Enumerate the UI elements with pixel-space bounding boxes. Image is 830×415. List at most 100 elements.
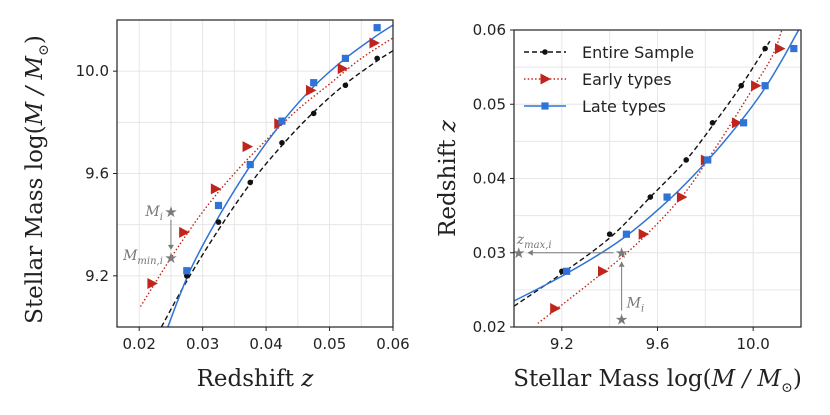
all-point xyxy=(374,55,380,62)
left-fit-curves xyxy=(139,24,393,327)
mi-star-right: ★ xyxy=(615,311,628,329)
late-point xyxy=(563,267,571,275)
late-fit-line xyxy=(167,24,393,327)
all-fit-line xyxy=(160,50,393,327)
legend-label-all: Entire Sample xyxy=(582,43,694,62)
x-tick-label: 0.05 xyxy=(313,335,346,353)
y-tick-label: 0.02 xyxy=(473,318,506,336)
early-point xyxy=(210,183,222,195)
early-point xyxy=(597,265,609,277)
late-point xyxy=(790,44,798,53)
legend-label-late: Late types xyxy=(582,97,666,116)
left-y-axis-label: Stellar Mass log(M / M⊙) xyxy=(22,35,52,324)
y-tick-label: 0.03 xyxy=(473,244,506,262)
mi-label: Mi xyxy=(144,204,163,223)
early-fit-line xyxy=(537,30,783,324)
all-point xyxy=(709,120,716,126)
legend-label-early: Early types xyxy=(582,70,672,89)
late-point xyxy=(341,54,350,62)
all-point xyxy=(606,231,613,237)
mmin-label: Mmin,i xyxy=(122,248,163,267)
y-tick-label: 9.6 xyxy=(85,165,109,183)
mmin-label-sub: min,i xyxy=(137,256,163,267)
early-fit-line xyxy=(139,37,393,307)
right-y-axis-label: Redshift z xyxy=(435,119,461,237)
left-x-axis-label: Redshift z xyxy=(197,366,315,392)
late-point xyxy=(310,79,318,87)
zmax-label-main: z xyxy=(516,232,525,248)
right-tick-labels: 9.2 9.6 10.0 0.02 0.03 0.04 0.05 0.06 xyxy=(473,21,770,353)
zmax-star: ★ xyxy=(512,244,525,262)
early-point xyxy=(179,226,190,238)
legend: Entire Sample Early types Late types xyxy=(524,43,694,116)
legend-marker-all xyxy=(542,49,548,55)
x-tick-label: 0.06 xyxy=(376,335,409,353)
x-tick-label: 9.6 xyxy=(646,335,670,353)
y-tick-label: 9.2 xyxy=(85,267,109,285)
x-tick-label: 0.04 xyxy=(249,335,282,353)
y-tick-label: 0.05 xyxy=(473,95,506,113)
right-annotations: ★★★zmax,iMi xyxy=(512,232,644,329)
mi-arrow-head xyxy=(618,261,625,267)
legend-marker-early xyxy=(540,73,551,85)
early-point xyxy=(242,141,254,153)
mi-label-right: Mi xyxy=(626,296,645,315)
early-point xyxy=(147,278,158,290)
legend-marker-late xyxy=(541,102,549,110)
x-tick-label: 0.03 xyxy=(186,335,219,353)
late-point xyxy=(704,156,712,164)
zmax-label: zmax,i xyxy=(516,232,552,251)
right-x-axis-label: Stellar Mass log(M / M⊙) xyxy=(513,366,802,396)
early-point xyxy=(550,302,561,314)
y-tick-label: 0.06 xyxy=(473,21,506,39)
mmin-star: ★ xyxy=(164,249,177,267)
all-point xyxy=(762,45,768,52)
zmax-arrow-head xyxy=(527,249,533,256)
early-point xyxy=(337,63,349,75)
mi-label-right-main: M xyxy=(626,296,642,312)
early-point xyxy=(751,80,762,92)
right-data-points xyxy=(550,43,798,314)
early-point xyxy=(676,191,688,203)
late-point xyxy=(663,193,671,201)
mi-star: ★ xyxy=(164,203,177,221)
left-data-points xyxy=(147,24,381,290)
early-point xyxy=(306,84,317,96)
late-point xyxy=(246,160,254,169)
left-tick-labels: 0.02 0.03 0.04 0.05 0.06 9.2 9.6 10.0 xyxy=(76,62,410,353)
left-grid xyxy=(117,19,394,328)
all-point xyxy=(738,82,745,89)
all-point xyxy=(183,273,190,279)
all-point xyxy=(247,179,254,186)
right-chart-panel: ★★★zmax,iMi 9.2 9.6 10.00.020.030.040.050.… xyxy=(435,21,802,396)
all-point xyxy=(215,219,222,225)
mmin-label-main: M xyxy=(122,248,138,264)
mi-label-right-sub: i xyxy=(641,304,644,315)
early-point xyxy=(731,117,743,129)
late-point xyxy=(761,82,769,90)
x-tick-label: 9.2 xyxy=(550,335,574,353)
y-tick-label: 0.04 xyxy=(473,170,506,188)
x-tick-label: 10.0 xyxy=(736,335,769,353)
all-point xyxy=(310,110,317,117)
late-point xyxy=(278,117,286,125)
early-point xyxy=(369,37,380,49)
early-point xyxy=(774,43,786,55)
late-point xyxy=(183,267,191,275)
late-point xyxy=(214,201,223,210)
all-point xyxy=(647,194,654,200)
all-point xyxy=(279,140,285,146)
zmax-label-sub: max,i xyxy=(524,240,551,251)
late-point xyxy=(373,24,381,32)
mi-label-main: M xyxy=(144,204,160,220)
y-tick-label: 10.0 xyxy=(76,62,109,80)
all-point xyxy=(342,82,349,89)
mi-label-sub: i xyxy=(160,212,163,223)
x-tick-label: 0.02 xyxy=(123,335,156,353)
early-point xyxy=(638,228,650,240)
late-point xyxy=(740,119,748,127)
late-point xyxy=(622,230,631,238)
ref-star: ★ xyxy=(615,244,628,262)
